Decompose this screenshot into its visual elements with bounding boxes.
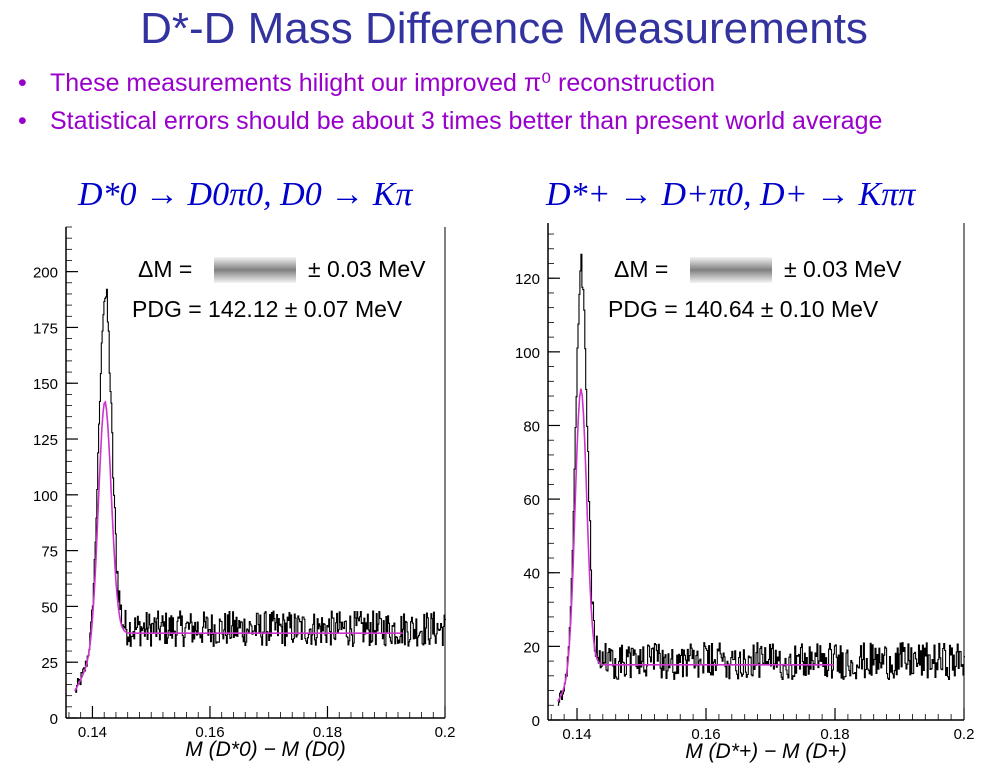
slide-title: D*-D Mass Difference Measurements bbox=[140, 4, 868, 53]
y-tick-label: 20 bbox=[523, 639, 540, 656]
delta-m-label: ΔM = bbox=[614, 256, 668, 282]
mass-difference-chart-right: 0 20 40 60 80 100 120 0.14 0.16 0.18 0.2 M (D*+) − … bbox=[515, 223, 975, 763]
y-tick-label: 80 bbox=[523, 418, 540, 435]
bullet-text-2: Statistical errors should be about 3 tim… bbox=[50, 107, 883, 135]
bullet-marker: • bbox=[18, 69, 27, 97]
bullet-text-1: These measurements hilight our improved … bbox=[50, 69, 716, 97]
decay-formula-right: D*+ → D+π0, D+ → Kππ bbox=[546, 176, 916, 213]
bullet-marker: • bbox=[18, 107, 27, 135]
x-tick-label: 0.14 bbox=[78, 724, 107, 741]
delta-m-error: ± 0.03 MeV bbox=[784, 256, 902, 282]
y-tick-label: 100 bbox=[33, 488, 58, 505]
delta-m-label: ΔM = bbox=[138, 256, 192, 282]
y-tick-label: 0 bbox=[50, 711, 58, 728]
bullet-item-1: • These measurements hilight our improve… bbox=[18, 68, 998, 98]
hidden-value-bar bbox=[690, 257, 772, 283]
y-tick-label: 0 bbox=[532, 713, 540, 730]
delta-m-error: ± 0.03 MeV bbox=[308, 256, 426, 282]
fit-curve bbox=[74, 400, 403, 692]
mass-difference-chart-left: 0 25 50 75 100 125 150 175 200 0.14 0.16 0.18 0.2 M (… bbox=[33, 226, 456, 761]
y-tick-label: 125 bbox=[33, 432, 58, 449]
y-tick-label: 200 bbox=[33, 265, 58, 282]
x-tick-label: 0.16 bbox=[195, 724, 224, 741]
histogram-series bbox=[557, 253, 965, 706]
y-tick-label: 40 bbox=[523, 566, 540, 583]
histogram-series bbox=[74, 288, 446, 693]
y-tick-label: 120 bbox=[515, 271, 540, 288]
y-tick-label: 75 bbox=[41, 544, 58, 561]
pdg-value: PDG = 142.12 ± 0.07 MeV bbox=[132, 296, 403, 322]
fit-curve bbox=[557, 388, 834, 702]
y-tick-label: 50 bbox=[41, 599, 58, 616]
pdg-value: PDG = 140.64 ± 0.10 MeV bbox=[608, 296, 879, 322]
x-tick-label: 0.18 bbox=[313, 724, 342, 741]
bullet-item-2: • Statistical errors should be about 3 t… bbox=[18, 106, 998, 136]
hidden-value-bar bbox=[214, 257, 296, 283]
x-tick-label: 0.2 bbox=[435, 724, 456, 741]
y-tick-label: 100 bbox=[515, 345, 540, 362]
x-tick-label: 0.18 bbox=[820, 726, 849, 743]
x-axis-label: M (D*+) − M (D+) bbox=[685, 740, 847, 763]
x-tick-label: 0.14 bbox=[562, 726, 591, 743]
y-tick-label: 150 bbox=[33, 376, 58, 393]
x-axis-label: M (D*0) − M (D0) bbox=[185, 738, 345, 761]
decay-formula-left: D*0 → D0π0, D0 → Kπ bbox=[78, 176, 413, 213]
x-tick-label: 0.16 bbox=[691, 726, 720, 743]
x-tick-label: 0.2 bbox=[954, 726, 975, 743]
bullet-list: • These measurements hilight our improve… bbox=[18, 68, 998, 144]
y-tick-label: 25 bbox=[41, 655, 58, 672]
y-tick-label: 175 bbox=[33, 320, 58, 337]
y-tick-label: 60 bbox=[523, 492, 540, 509]
